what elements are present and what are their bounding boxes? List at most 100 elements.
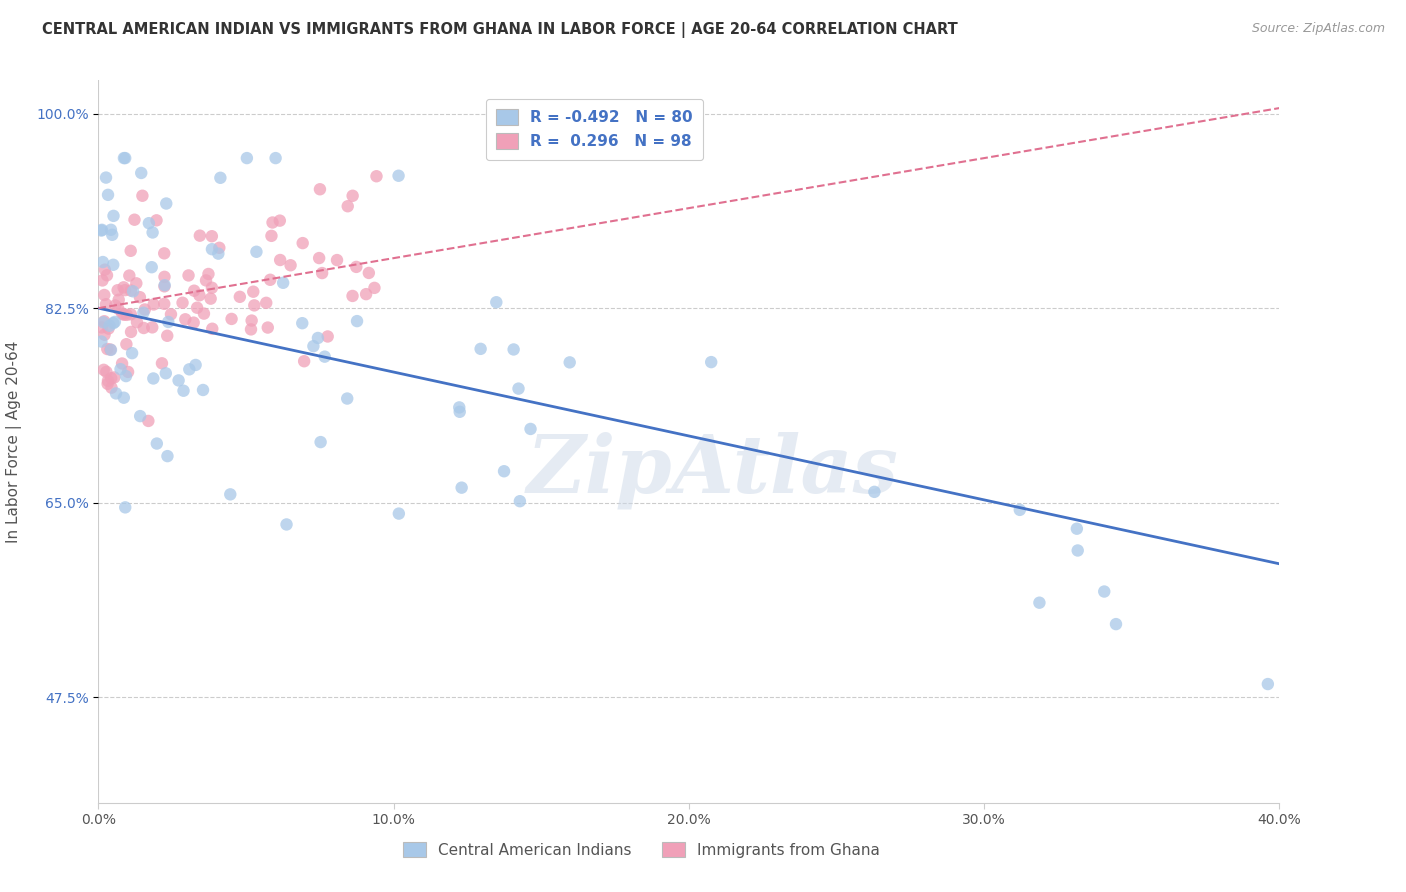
Point: [262, 215, 284, 229]
Point: [197, 267, 219, 281]
Point: [245, 244, 267, 259]
Point: [1092, 584, 1115, 599]
Point: [110, 362, 132, 376]
Point: [146, 436, 169, 450]
Point: [183, 316, 205, 330]
Point: [366, 169, 388, 184]
Point: [219, 487, 242, 501]
Point: [201, 242, 224, 256]
Point: [141, 320, 163, 334]
Point: [93, 363, 115, 377]
Point: [132, 321, 155, 335]
Point: [100, 343, 122, 357]
Point: [863, 484, 886, 499]
Point: [188, 228, 211, 243]
Point: [259, 273, 281, 287]
Point: [156, 328, 179, 343]
Point: [125, 315, 148, 329]
Point: [145, 213, 167, 227]
Point: [485, 295, 508, 310]
Point: [121, 346, 143, 360]
Point: [104, 315, 127, 329]
Point: [96, 268, 118, 283]
Point: [96, 342, 118, 356]
Point: [138, 414, 160, 428]
Point: [107, 293, 129, 307]
Point: [129, 290, 152, 304]
Point: [243, 298, 266, 312]
Point: [1257, 677, 1279, 691]
Point: [336, 392, 359, 406]
Point: [118, 268, 141, 283]
Point: [186, 301, 208, 315]
Point: [93, 315, 115, 329]
Point: [107, 301, 129, 316]
Point: [120, 325, 142, 339]
Point: [240, 322, 263, 336]
Point: [97, 376, 120, 391]
Point: [450, 481, 472, 495]
Point: [131, 188, 153, 202]
Point: [336, 199, 359, 213]
Point: [326, 253, 349, 268]
Point: [177, 268, 200, 283]
Point: [94, 170, 117, 185]
Point: [229, 290, 252, 304]
Point: [103, 316, 125, 330]
Point: [155, 366, 177, 380]
Point: [94, 262, 117, 277]
Point: [200, 292, 222, 306]
Point: [201, 322, 224, 336]
Point: [103, 258, 125, 272]
Point: [179, 362, 201, 376]
Point: [269, 252, 291, 267]
Point: [209, 170, 232, 185]
Point: [280, 258, 302, 272]
Point: [111, 357, 134, 371]
Point: [207, 246, 229, 260]
Point: [142, 226, 165, 240]
Point: [519, 422, 541, 436]
Point: [449, 401, 471, 415]
Point: [150, 356, 173, 370]
Point: [167, 373, 190, 387]
Point: [107, 283, 129, 297]
Point: [104, 299, 127, 313]
Point: [115, 369, 138, 384]
Point: [115, 337, 138, 351]
Point: [93, 327, 115, 342]
Point: [183, 284, 205, 298]
Point: [316, 329, 339, 343]
Point: [172, 295, 194, 310]
Point: [155, 196, 177, 211]
Point: [120, 244, 142, 258]
Point: [502, 343, 524, 357]
Point: [342, 188, 364, 202]
Point: [174, 312, 197, 326]
Point: [93, 288, 115, 302]
Point: [115, 308, 138, 322]
Point: [153, 297, 176, 311]
Point: [96, 365, 118, 379]
Point: [191, 383, 214, 397]
Point: [201, 281, 224, 295]
Point: [157, 315, 180, 329]
Point: [193, 307, 215, 321]
Point: [492, 464, 515, 478]
Point: [112, 391, 135, 405]
Point: [153, 246, 176, 260]
Point: [141, 260, 163, 275]
Point: [100, 343, 122, 357]
Point: [291, 316, 314, 330]
Point: [236, 151, 259, 165]
Point: [142, 371, 165, 385]
Point: [90, 223, 112, 237]
Point: [307, 331, 329, 345]
Point: [117, 365, 139, 379]
Point: [314, 350, 336, 364]
Point: [201, 229, 224, 244]
Point: [91, 255, 114, 269]
Point: [153, 279, 176, 293]
Point: [388, 507, 411, 521]
Point: [309, 182, 332, 196]
